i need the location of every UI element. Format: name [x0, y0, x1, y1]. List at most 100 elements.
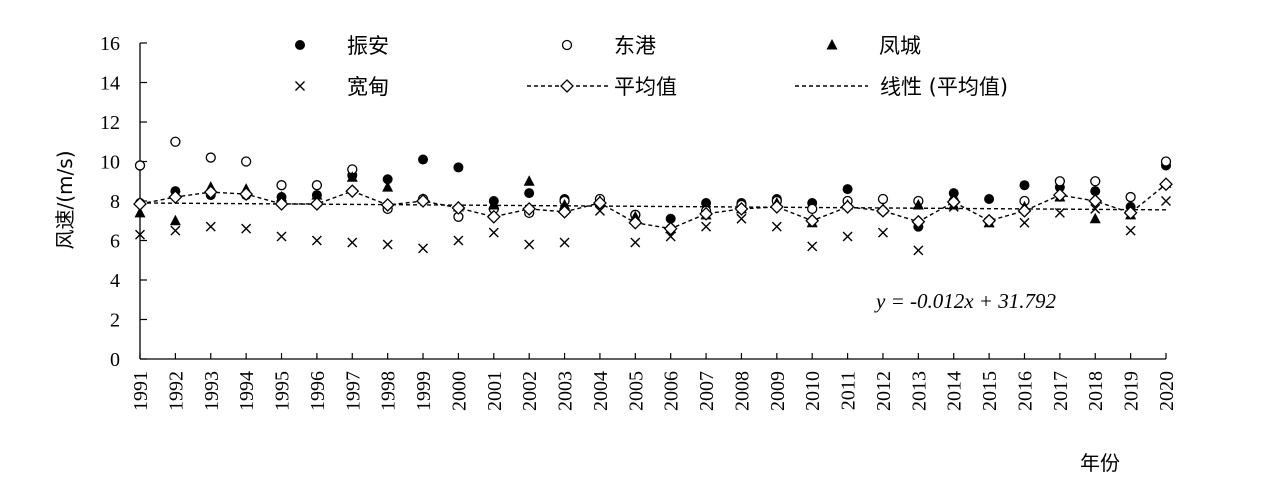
series-5-line	[139, 183, 1167, 230]
series-3-point	[134, 206, 146, 218]
series-1-point	[1019, 180, 1030, 191]
series-4-point	[559, 237, 570, 248]
x-tick-label: 2013	[908, 371, 930, 411]
series-4-point	[170, 225, 181, 236]
series-3-point	[311, 189, 323, 200]
series-4-point	[877, 227, 888, 238]
series-1-point	[453, 162, 464, 173]
legend-item-2: 东港	[561, 34, 656, 58]
series-5-point	[486, 209, 501, 224]
x-tick-label: 2014	[944, 371, 966, 411]
series-1-point	[842, 184, 853, 195]
series-3-point	[346, 171, 358, 182]
series-5-point	[168, 190, 183, 204]
y-tick-label: 16	[100, 33, 120, 55]
series-5-point	[805, 213, 820, 228]
series-4-point	[594, 205, 605, 216]
series-3-point	[169, 214, 181, 226]
series-5-point	[1017, 203, 1032, 218]
series-4-point	[842, 231, 853, 242]
x-tick-label: 2016	[1014, 371, 1036, 411]
series-5-point	[876, 203, 890, 218]
y-ticks: 0 2 4 6 8 10 12 14 16	[100, 33, 147, 371]
series-3-point	[276, 191, 288, 202]
series-5-point	[1052, 188, 1067, 202]
x-tick-label: 2020	[1156, 371, 1178, 411]
series-5-point	[557, 204, 572, 219]
series-5-point	[380, 198, 395, 212]
legend-label: 平均值	[614, 75, 677, 99]
x-tick-label: 2019	[1121, 371, 1143, 411]
series-4-point	[276, 231, 287, 242]
series-3	[134, 171, 1172, 234]
y-tick-label: 4	[110, 270, 120, 292]
series-5	[133, 177, 1173, 236]
series-2-point	[1090, 176, 1101, 187]
series-5-point	[416, 194, 430, 208]
x-tick-label: 2007	[696, 371, 718, 411]
series-4-point	[1054, 207, 1065, 218]
series-5-point	[1088, 194, 1103, 208]
series-1-point	[1090, 186, 1101, 197]
series-5-point	[628, 215, 643, 230]
y-tick-label: 6	[110, 231, 120, 253]
series-5-point	[1159, 177, 1173, 192]
y-tick-label: 8	[110, 191, 120, 213]
series-3-point	[912, 198, 924, 210]
legend-label: 东港	[614, 34, 656, 58]
series-5-point	[203, 185, 218, 200]
series-5-point	[345, 184, 360, 199]
series-4-point	[913, 245, 924, 256]
x-tick-label: 1992	[165, 371, 187, 411]
x-tick-label: 2002	[519, 371, 541, 411]
legend-item-3: 凤城	[826, 34, 921, 58]
series-1-point	[948, 188, 959, 199]
series-4-point	[665, 231, 676, 242]
series-3-point	[559, 198, 571, 210]
series-2-point	[1160, 156, 1172, 167]
x-tick-label: 2017	[1050, 371, 1072, 411]
data-marks	[133, 136, 1173, 256]
series-4-point	[1019, 217, 1030, 228]
series-5-point	[522, 201, 537, 216]
series-5-point	[699, 206, 713, 221]
series-2-point	[311, 180, 323, 191]
x-tick-label: 2012	[873, 371, 895, 411]
series-2-point	[807, 203, 818, 215]
series-3-point	[382, 181, 394, 192]
series-4-point	[205, 221, 216, 232]
x-tick-label: 2010	[802, 371, 824, 411]
x-tick-label: 1994	[236, 371, 258, 411]
series-1-point	[382, 174, 393, 185]
series-1-point	[701, 197, 712, 208]
legend-item-5: 平均值	[527, 75, 677, 99]
x-tick-label: 1993	[201, 371, 223, 411]
series-4-point	[488, 227, 499, 238]
series-5-point	[133, 197, 147, 211]
legend-item-1: 振安	[295, 34, 389, 58]
series-4-point	[1125, 225, 1136, 236]
y-tick-label: 12	[100, 112, 120, 134]
y-tick-label: 2	[110, 310, 120, 332]
series-4-point	[311, 235, 322, 246]
series-5-point	[911, 214, 926, 229]
series-5-point	[982, 213, 997, 228]
series-3-point	[523, 175, 535, 186]
series-2-point	[205, 152, 216, 163]
series-4-point	[701, 221, 712, 232]
series-3-point	[488, 198, 500, 210]
series-2-point	[1125, 191, 1136, 203]
series-2-point	[134, 160, 146, 171]
legend-marker	[295, 81, 305, 91]
x-ticks: 1991 1992 1993 1994 1995 1996 1997 1998 1999 2000…	[130, 353, 1178, 411]
series-5-point	[309, 197, 324, 211]
x-tick-label: 2004	[590, 371, 612, 411]
x-tick-label: 2000	[448, 371, 470, 411]
series-1-point	[665, 213, 676, 224]
series-2-point	[1054, 176, 1066, 187]
x-tick-label: 2005	[625, 371, 647, 411]
x-axis-label: 年份	[1080, 451, 1120, 475]
y-tick-label: 14	[100, 73, 120, 95]
